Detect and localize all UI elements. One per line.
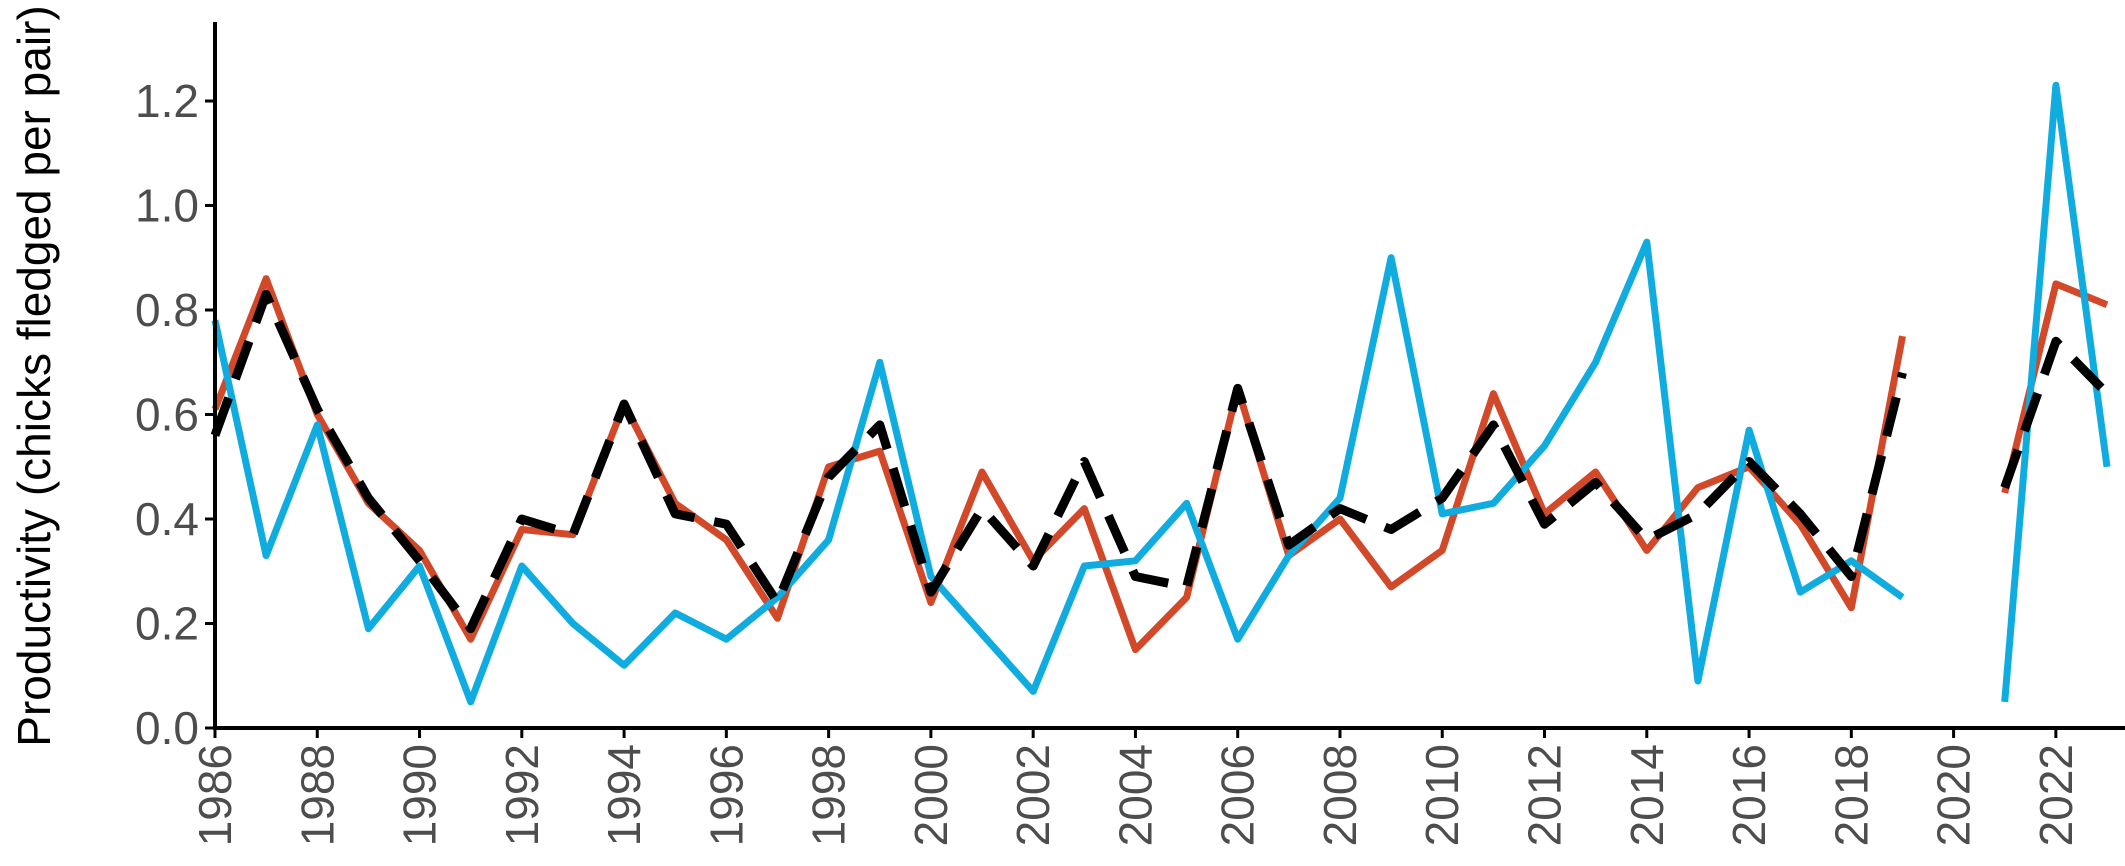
x-tick-label: 2022 [2030, 744, 2082, 846]
x-tick-label: 2020 [1928, 744, 1980, 846]
series-2-line [211, 81, 2111, 706]
series-layer [210, 81, 2111, 706]
series-2-segment [211, 238, 1905, 706]
y-axis-ticks: 0.0 0.2 0.4 0.6 0.8 1.0 1.2 [135, 75, 215, 754]
x-tick-label: 2008 [1314, 744, 1366, 846]
x-tick-label: 2014 [1621, 744, 1673, 846]
x-tick-label: 1996 [700, 744, 752, 846]
x-tick-label: 2004 [1109, 744, 1161, 846]
y-tick-label: 0.4 [135, 493, 199, 545]
x-tick-label: 2010 [1416, 744, 1468, 846]
x-tick-label: 1992 [496, 744, 548, 846]
x-tick-label: 2012 [1519, 744, 1571, 846]
x-tick-label: 2018 [1825, 744, 1877, 846]
series-3-segment [210, 289, 1907, 634]
series-1-segment [211, 275, 1906, 654]
series-3-line [210, 289, 2111, 634]
y-axis-title: Productivity (chicks fledged per pair) [8, 5, 60, 746]
axes-layer [213, 22, 2125, 730]
y-tick-label: 0.6 [135, 389, 199, 441]
y-tick-label: 1.0 [135, 180, 199, 232]
series-1-line [211, 275, 2109, 654]
x-tick-label: 1998 [803, 744, 855, 846]
series-1-segment [2001, 280, 2109, 494]
y-tick-label: 1.2 [135, 75, 199, 127]
x-tick-label: 2000 [905, 744, 957, 846]
x-tick-label: 1986 [189, 744, 241, 846]
x-tick-label: 2006 [1212, 744, 1264, 846]
x-tick-label: 1990 [394, 744, 446, 846]
x-axis-ticks: 1986 1988 1990 1992 1994 1996 1998 2000 2002 2004… [189, 728, 2082, 846]
y-tick-label: 0.2 [135, 598, 199, 650]
y-tick-label: 0.0 [135, 702, 199, 754]
x-tick-label: 2002 [1007, 744, 1059, 846]
series-3-segment [2000, 336, 2111, 490]
x-tick-label: 2016 [1723, 744, 1775, 846]
series-2-segment [2001, 81, 2111, 703]
y-tick-label: 0.8 [135, 284, 199, 336]
x-tick-label: 1988 [291, 744, 343, 846]
x-tick-label: 1994 [598, 744, 650, 846]
